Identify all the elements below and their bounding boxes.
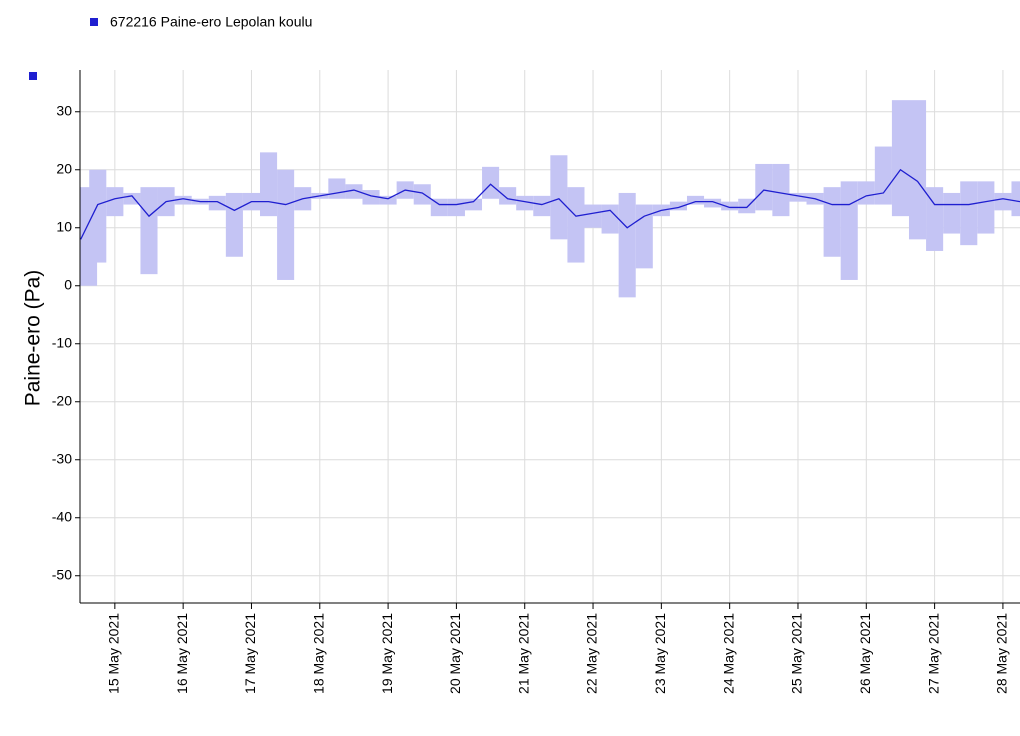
range-band — [789, 192, 807, 202]
range-band — [328, 178, 346, 199]
range-band — [1011, 181, 1020, 217]
range-band — [277, 169, 295, 280]
series-line — [80, 168, 1020, 240]
range-band — [943, 192, 961, 234]
range-band — [533, 195, 551, 217]
axes: 30 20 10 0 -10 -20 -30 -40 -50 15 May 2021 16 May … — [52, 70, 1020, 694]
x-tick-label: 20 May 2021 — [447, 613, 463, 694]
range-band — [447, 198, 465, 217]
range-band — [635, 204, 653, 269]
x-tick-label: 21 May 2021 — [515, 613, 531, 694]
y-tick-label: 10 — [56, 218, 72, 234]
x-tick-label: 24 May 2021 — [720, 613, 736, 694]
range-band — [977, 181, 995, 234]
range-band — [499, 187, 517, 205]
range-band — [618, 192, 636, 298]
range-band — [926, 187, 944, 251]
y-tick-label: 30 — [56, 102, 72, 118]
y-tick-label: -40 — [52, 508, 72, 524]
range-band — [823, 187, 841, 257]
range-band — [755, 163, 773, 211]
range-band — [106, 187, 124, 217]
range-band — [669, 201, 687, 211]
grid — [80, 70, 1020, 603]
x-tick-label: 18 May 2021 — [310, 613, 326, 694]
range-band — [413, 184, 431, 205]
range-band — [174, 195, 192, 205]
range-band — [686, 195, 705, 205]
plot — [80, 100, 1020, 298]
range-band — [260, 152, 278, 217]
range-band — [89, 169, 107, 263]
range-band — [960, 181, 978, 246]
range-band — [362, 190, 380, 205]
range-band — [225, 192, 243, 257]
legend-swatch — [90, 18, 98, 26]
range-band — [994, 192, 1012, 211]
range-band — [464, 198, 483, 211]
x-tick-label: 17 May 2021 — [242, 613, 258, 694]
range-band — [430, 198, 448, 217]
legend-label: 672216 Paine-ero Lepolan koulu — [110, 14, 312, 30]
x-tick-label: 26 May 2021 — [857, 613, 873, 694]
y-tick-label: -30 — [52, 450, 72, 466]
y-tick-label: 20 — [56, 160, 72, 176]
y-tick-label: -50 — [52, 566, 72, 582]
x-tick-label: 27 May 2021 — [925, 613, 941, 694]
range-band — [208, 195, 226, 211]
y-tick-label: -20 — [52, 392, 72, 408]
y-tick-label: 0 — [64, 276, 72, 292]
x-tick-label: 19 May 2021 — [379, 613, 395, 694]
corner-marker — [29, 72, 37, 80]
range-band — [584, 204, 602, 228]
range-band — [482, 166, 500, 199]
range-band — [601, 204, 619, 234]
x-tick-label: 25 May 2021 — [789, 613, 805, 694]
range-band — [840, 181, 858, 280]
range-band — [721, 201, 739, 211]
range-band — [345, 184, 363, 199]
range-band — [908, 100, 927, 240]
range-band — [550, 155, 568, 240]
range-band — [379, 195, 397, 205]
range-band — [704, 198, 722, 208]
x-tick-label: 15 May 2021 — [106, 613, 122, 694]
range-band — [772, 163, 790, 217]
range-band — [567, 187, 585, 263]
y-axis-label: Paine-ero (Pa) — [22, 270, 45, 407]
x-tick-label: 23 May 2021 — [652, 613, 668, 694]
range-band — [516, 195, 534, 211]
range-band — [123, 192, 141, 205]
range-band — [857, 181, 875, 205]
x-tick-label: 28 May 2021 — [994, 613, 1010, 694]
x-tick-label: 22 May 2021 — [584, 613, 600, 694]
y-tick-label: -10 — [52, 334, 72, 350]
range-band — [874, 146, 892, 205]
x-tick-label: 16 May 2021 — [174, 613, 190, 694]
range-band — [140, 187, 158, 275]
range-band — [891, 100, 909, 217]
